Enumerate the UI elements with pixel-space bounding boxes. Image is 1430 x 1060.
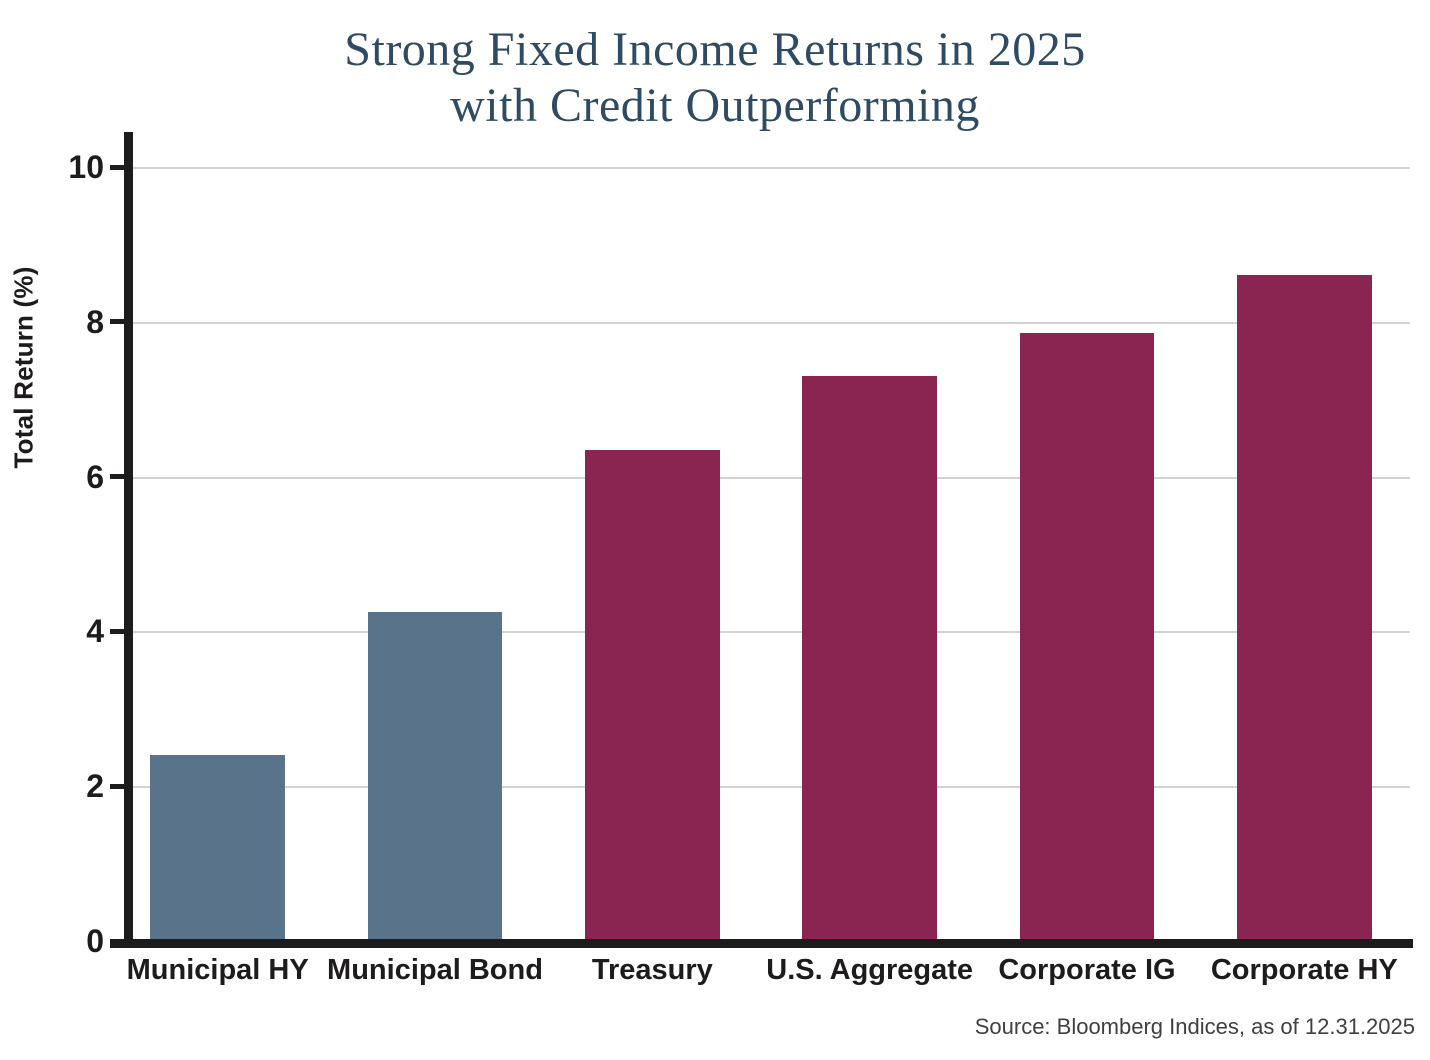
- x-label-corporate-hy: Corporate HY: [1210, 954, 1398, 986]
- x-label-u-s-aggregate: U.S. Aggregate: [766, 954, 974, 986]
- bar-slot: [978, 167, 1195, 941]
- gridline-2: [133, 786, 1410, 789]
- gridlines: [133, 167, 1410, 941]
- bar-slot: [544, 167, 761, 941]
- chart-title: Strong Fixed Income Returns in 2025 with…: [0, 22, 1430, 134]
- gridline-8: [133, 321, 1410, 324]
- source-note: Source: Bloomberg Indices, as of 12.31.2…: [974, 1014, 1415, 1039]
- gridline-4: [133, 631, 1410, 634]
- x-category-labels: Municipal HY Municipal Bond Treasury U.S. A…: [109, 954, 1413, 987]
- bar-slot: [109, 167, 326, 941]
- y-tick-label-0: 0: [86, 923, 104, 959]
- bar-treasury: [584, 449, 720, 941]
- y-tick-label-6: 6: [86, 458, 104, 495]
- y-tick-mark-10: [110, 164, 126, 170]
- chart-title-line-1: Strong Fixed Income Returns in 2025: [344, 23, 1086, 76]
- bar-corporate-hy: [1236, 275, 1372, 941]
- bar-slot: [1196, 167, 1413, 941]
- y-tick-label-8: 8: [86, 303, 104, 340]
- x-label-municipal-hy: Municipal HY: [126, 954, 309, 986]
- y-tick-mark-4: [110, 628, 126, 634]
- bar-corporate-ig: [1019, 333, 1155, 941]
- x-label-corporate-ig: Corporate IG: [998, 954, 1176, 986]
- gridline-10: [133, 167, 1410, 169]
- bar-municipal-hy: [150, 755, 286, 941]
- bar-series: [109, 167, 1413, 941]
- y-tick-mark-0: [110, 938, 126, 944]
- x-axis-line: [110, 939, 1413, 948]
- bar-slot: [761, 167, 978, 941]
- bar-u-s-aggregate: [802, 375, 938, 941]
- chart-title-line-2: with Credit Outperforming: [450, 79, 980, 132]
- y-tick-label-2: 2: [86, 768, 104, 805]
- y-tick-mark-2: [110, 783, 126, 789]
- bar-municipal-bond: [367, 612, 503, 941]
- y-tick-mark-6: [110, 474, 126, 480]
- y-tick-mark-8: [110, 319, 126, 325]
- y-axis-line: [124, 132, 133, 948]
- x-label-treasury: Treasury: [591, 954, 713, 986]
- y-tick-label-4: 4: [86, 613, 104, 650]
- x-label-municipal-bond: Municipal Bond: [327, 954, 543, 986]
- y-tick-label-10: 10: [68, 149, 104, 185]
- gridline-6: [133, 476, 1410, 479]
- bar-slot: [326, 167, 543, 941]
